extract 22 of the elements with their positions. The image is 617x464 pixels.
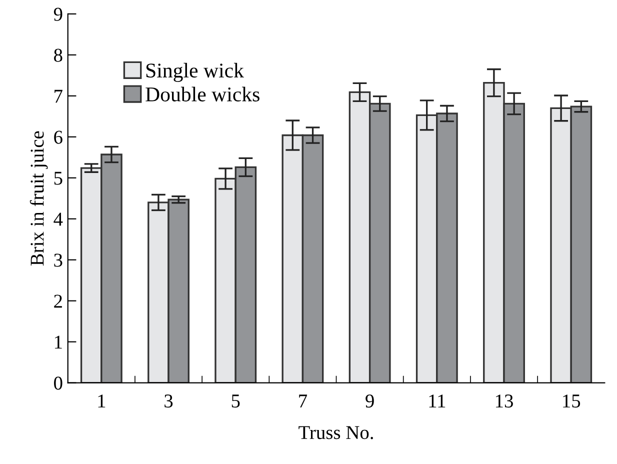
- x-tick-label: 13: [496, 394, 513, 408]
- x-tick-label: 9: [366, 394, 374, 408]
- x-tick-label: 5: [232, 394, 240, 408]
- y-tick-label: 8: [54, 48, 62, 62]
- y-axis-title: Brix in fruit juice: [30, 131, 48, 266]
- y-tick-label: 6: [54, 130, 62, 144]
- y-tick-label: 7: [54, 90, 62, 103]
- x-tick-label: 3: [164, 394, 173, 408]
- legend-label: Single wick: [146, 62, 244, 82]
- y-tick-label: 2: [54, 294, 62, 308]
- y-tick-label: 5: [54, 172, 62, 185]
- y-tick-label: 0: [54, 376, 62, 390]
- y-tick-label: 9: [54, 8, 62, 21]
- legend-label: Double wicks: [146, 86, 260, 102]
- x-axis-title: Truss No.: [298, 426, 373, 440]
- x-tick-label: 11: [429, 394, 446, 408]
- y-tick-label: 3: [54, 254, 62, 267]
- x-tick-label: 7: [299, 394, 308, 408]
- y-tick-label: 4: [54, 212, 63, 226]
- x-tick-label: 15: [563, 394, 580, 408]
- y-tick-label: 1: [54, 336, 62, 349]
- x-tick-label: 1: [98, 394, 106, 408]
